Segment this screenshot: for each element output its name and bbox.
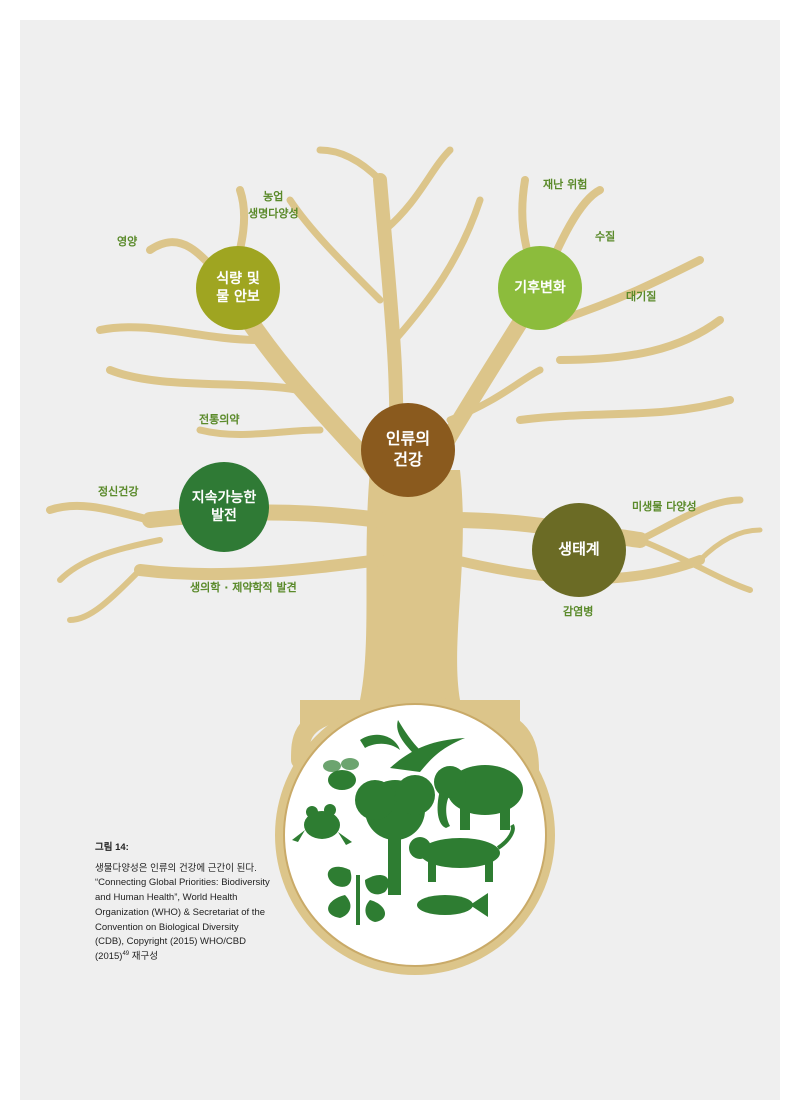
node-ecosystem: 생태계 — [532, 503, 626, 597]
tree-icon — [355, 775, 435, 895]
label-air-quality: 대기질 — [626, 290, 657, 303]
node-sustainable-development: 지속가능한 발전 — [179, 462, 269, 552]
node-eco-label: 생태계 — [558, 540, 600, 559]
node-climate-label: 기후변화 — [514, 279, 566, 296]
node-climate-change: 기후변화 — [498, 246, 582, 330]
node-food-label: 식량 및 물 안보 — [216, 270, 260, 305]
bee-icon — [323, 758, 359, 790]
frog-icon — [292, 804, 352, 845]
caption-title: 그림 14: — [95, 842, 129, 853]
label-infectious-disease: 감염병 — [563, 605, 594, 618]
caption-suffix: 재구성 — [129, 951, 159, 963]
caption-reference: 49 — [122, 951, 130, 958]
label-agriculture-biodiversity: 농업 생명다양성 — [248, 190, 299, 220]
node-sustain-label: 지속가능한 발전 — [191, 489, 257, 524]
node-food-water-security: 식량 및 물 안보 — [196, 246, 280, 330]
elephant-icon — [434, 765, 523, 830]
label-biomedical-discovery: 생의학 · 제약학적 발견 — [190, 581, 297, 594]
node-center-label: 인류의 건강 — [385, 429, 431, 469]
bird-icon — [390, 720, 465, 772]
node-human-health: 인류의 건강 — [361, 403, 455, 497]
label-water-quality: 수질 — [595, 230, 616, 243]
label-microbial-diversity: 미생물 다양성 — [632, 500, 697, 513]
fish-icon — [417, 893, 488, 917]
caption-body: 생물다양성은 인류의 건강에 근간이 된다. “Connecting Globa… — [95, 862, 270, 965]
species-silhouettes — [292, 720, 523, 925]
label-nutrition: 영양 — [117, 235, 138, 248]
label-mental-health: 정신건강 — [98, 485, 139, 498]
caption-text: 생물다양성은 인류의 건강에 근간이 된다. “Connecting Globa… — [95, 862, 270, 963]
tiger-icon — [409, 823, 515, 882]
label-traditional-medicine: 전통의약 — [199, 413, 240, 426]
figure-caption: 그림 14: 생물다양성은 인류의 건강에 근간이 된다. “Connectin… — [95, 841, 270, 965]
plant-icon — [327, 866, 389, 925]
label-disaster-risk: 재난 위험 — [543, 178, 588, 191]
shrimp-icon — [360, 734, 400, 750]
